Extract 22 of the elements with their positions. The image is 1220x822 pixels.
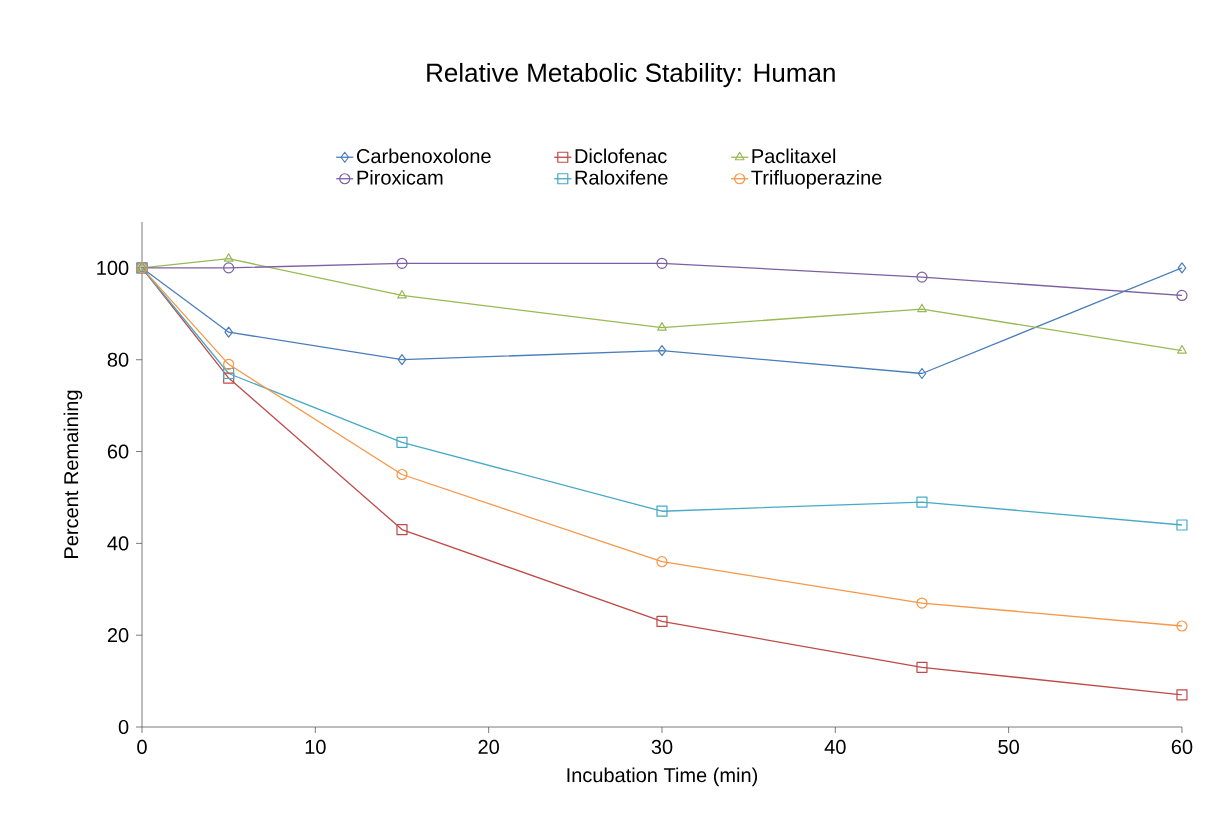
legend-label: Raloxifene	[575, 170, 668, 185]
x-tick-label: 10	[305, 739, 326, 755]
x-tick-label: 30	[651, 739, 673, 755]
y-tick-label: 60	[107, 444, 129, 459]
legend-label: Diclofenac	[575, 148, 667, 164]
legend-label: Trifluoperazine	[751, 170, 882, 189]
x-tick-label: 0	[137, 739, 147, 755]
x-tick-label: 60	[1171, 739, 1193, 755]
y-tick-label: 80	[107, 352, 129, 367]
y-tick-label: 20	[107, 628, 129, 643]
legend-label: Carbenoxolone	[356, 148, 491, 164]
x-tick-label: 50	[998, 739, 1019, 755]
chart-title: Relative Metabolic Stability: Human	[427, 62, 835, 88]
x-axis-title: Incubation Time (min)	[567, 767, 758, 787]
y-axis-title: Percent Remaining	[63, 390, 83, 558]
x-tick-label: 20	[478, 739, 499, 755]
legend-label: Paclitaxel	[752, 148, 836, 164]
x-tick-label: 40	[824, 739, 846, 755]
legend-label: Piroxicam	[357, 170, 443, 185]
y-tick-label: 40	[107, 536, 129, 551]
y-tick-label: 100	[97, 260, 129, 275]
y-tick-label: 0	[118, 719, 129, 735]
